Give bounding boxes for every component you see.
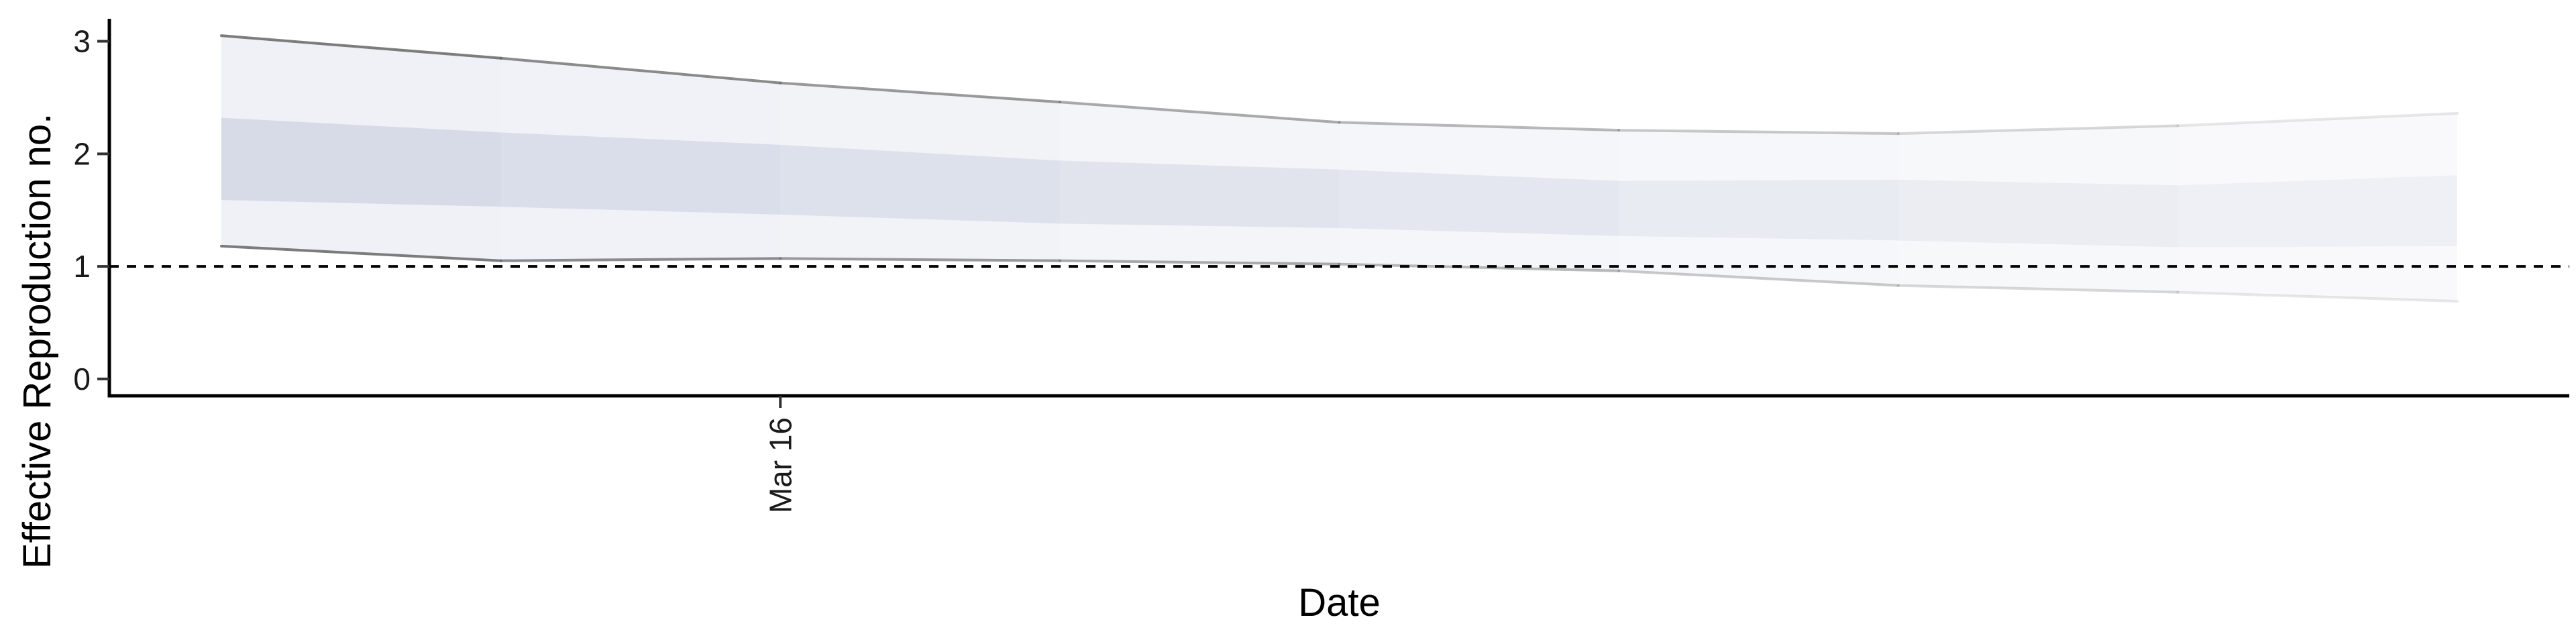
outer-lower-line-segment (1617, 269, 1900, 287)
inner-interval-band-segment (1339, 169, 1619, 236)
outer-upper-line-segment (2176, 111, 2459, 127)
inner-interval-band-segment (2178, 175, 2457, 248)
inner-interval-band-segment (1619, 179, 1898, 241)
outer-interval-band-segment (221, 36, 501, 261)
outer-interval-band-segment (1339, 122, 1619, 271)
credible-interval-bands (221, 36, 2457, 302)
inner-interval-band-segment (1898, 179, 2178, 248)
outer-interval-band-segment (780, 83, 1060, 261)
inner-interval-band-segment (780, 144, 1060, 224)
y-axis-ticks: 0 1 2 3 (73, 24, 109, 396)
x-axis-ticks: Mar 16 (763, 396, 798, 513)
outer-upper-line-segment (499, 56, 782, 85)
outer-interval-band-segment (1619, 130, 1898, 286)
outer-interval-band-segment (1898, 125, 2178, 292)
outer-lower-line-segment (220, 244, 502, 262)
outer-lower-line-segment (2176, 290, 2459, 303)
y-tick-label: 3 (73, 24, 91, 59)
outer-upper-line-segment (779, 81, 1061, 104)
y-axis-title: Effective Reproduction no. (15, 113, 59, 569)
outer-upper-line-segment (220, 34, 502, 60)
outer-upper-line-segment (1058, 101, 1341, 124)
outer-interval-band-segment (1059, 102, 1340, 264)
inner-interval-band-segment (1059, 160, 1340, 229)
outer-lower-line-segment (499, 257, 782, 262)
outer-upper-line-segment (1338, 121, 1621, 132)
x-axis-title: Date (1298, 581, 1381, 625)
y-tick-label: 0 (73, 362, 91, 396)
outer-interval-band-segment (500, 58, 781, 261)
inner-interval-band-segment (221, 117, 501, 207)
x-tick-label: Mar 16 (763, 417, 798, 513)
outer-lower-line-segment (1896, 284, 2180, 294)
outer-lower-line-segment (779, 257, 1061, 262)
outer-interval-band-segment (2178, 113, 2457, 302)
inner-interval-band-segment (500, 132, 781, 215)
y-tick-label: 1 (73, 249, 91, 284)
outer-upper-line-segment (1617, 129, 1900, 136)
outer-upper-line-segment (1896, 124, 2180, 136)
y-tick-label: 2 (73, 136, 91, 171)
outer-lower-line-segment (1058, 259, 1341, 266)
